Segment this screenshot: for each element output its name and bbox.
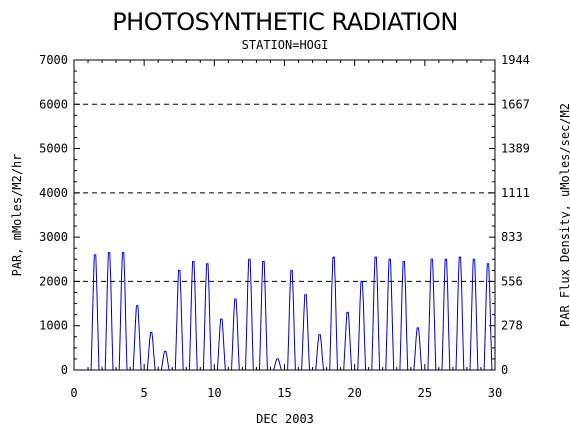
x-axis-label: DEC 2003 <box>256 412 314 426</box>
y-axis-label: PAR, mMoles/M2/hr <box>10 154 24 277</box>
y-tick-label: 2000 <box>39 274 68 288</box>
par-series-line <box>90 252 493 371</box>
y2-tick-label: 0 <box>501 363 508 377</box>
y-tick-label: 6000 <box>39 97 68 111</box>
y2-tick-label: 278 <box>501 319 523 333</box>
y-tick-label: 0 <box>61 363 68 377</box>
y-tick-label: 3000 <box>39 230 68 244</box>
y2-tick-label: 556 <box>501 274 523 288</box>
y-tick-label: 4000 <box>39 186 68 200</box>
x-tick-label: 25 <box>418 386 432 400</box>
x-tick-label: 5 <box>141 386 148 400</box>
y-tick-label: 7000 <box>39 53 68 67</box>
y-tick-label: 1000 <box>39 319 68 333</box>
x-tick-label: 30 <box>488 386 502 400</box>
x-tick-label: 15 <box>277 386 291 400</box>
grid-lines <box>74 103 495 282</box>
y2-tick-label: 1389 <box>501 142 530 156</box>
chart-subtitle: STATION=HOGI <box>242 38 329 52</box>
axis-ticks <box>73 59 496 371</box>
y2-tick-label: 1944 <box>501 53 530 67</box>
chart-title: PHOTOSYNTHETIC RADIATION <box>112 8 458 36</box>
x-tick-label: 0 <box>70 386 77 400</box>
y2-tick-label: 1667 <box>501 97 530 111</box>
y-tick-label: 5000 <box>39 142 68 156</box>
plot-frame <box>73 59 496 371</box>
y2-tick-label: 1111 <box>501 186 530 200</box>
tick-labels: 0 1000 2000 3000 4000 5000 6000 7000 0 278 556 833 1… <box>39 53 530 400</box>
y2-tick-label: 833 <box>501 230 523 244</box>
y2-axis-label: PAR Flux Density, uMoles/sec/M2 <box>558 103 570 327</box>
x-tick-label: 20 <box>347 386 361 400</box>
x-tick-label: 10 <box>207 386 221 400</box>
